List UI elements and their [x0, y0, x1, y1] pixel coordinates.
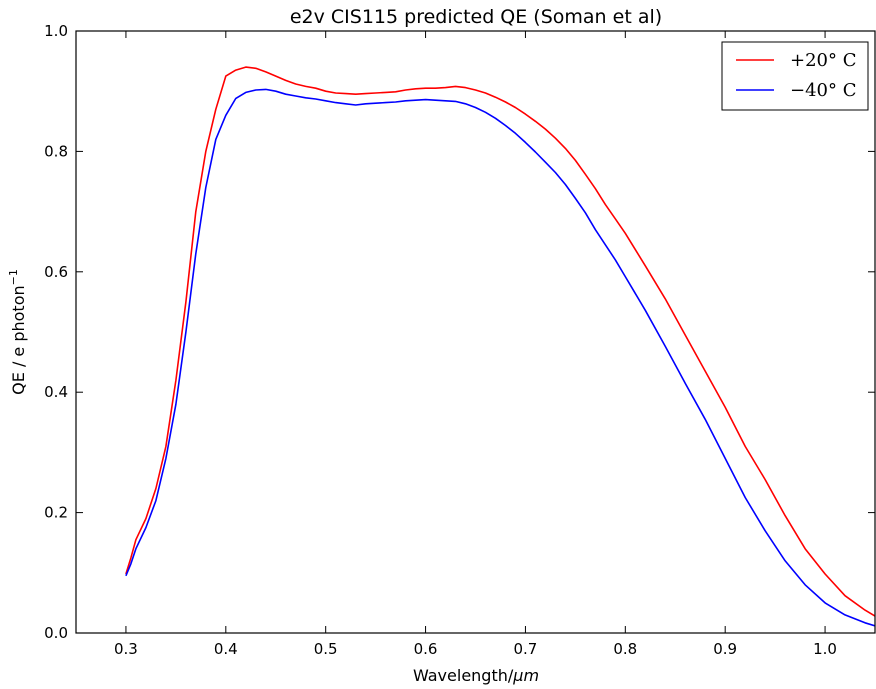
- chart-title: e2v CIS115 predicted QE (Soman et al): [290, 6, 662, 28]
- x-axis: 0.3 0.4 0.5 0.6 0.7 0.8 0.9 1.0: [114, 31, 837, 658]
- x-tick-label: 0.9: [713, 640, 737, 658]
- series-line-0: [125, 66, 875, 617]
- y-tick-label: 0.4: [44, 383, 68, 401]
- legend-label-0: +20° C: [790, 50, 856, 71]
- y-tick-label: 0.8: [44, 142, 68, 160]
- legend: +20° C −40° C: [721, 41, 869, 111]
- plot-frame: [75, 30, 876, 634]
- y-tick-label: 1.0: [44, 22, 68, 40]
- y-axis: 0.0 0.2 0.4 0.6 0.8 1.0: [44, 22, 875, 642]
- y-tick-label: 0.2: [44, 504, 68, 522]
- series-line-1: [125, 88, 875, 627]
- series-layer: [125, 66, 875, 627]
- y-tick-label: 0.0: [44, 624, 68, 642]
- x-tick-label: 0.5: [314, 640, 338, 658]
- x-tick-label: 0.4: [214, 640, 238, 658]
- x-tick-label: 0.8: [613, 640, 637, 658]
- y-axis-label-sup: −1: [7, 269, 20, 285]
- x-axis-label-text: Wavelength/: [413, 666, 514, 685]
- x-tick-label: 0.6: [414, 640, 438, 658]
- x-tick-label: 0.3: [114, 640, 138, 658]
- x-tick-label: 0.7: [514, 640, 538, 658]
- y-tick-label: 0.6: [44, 263, 68, 281]
- x-axis-label-unit: μm: [512, 666, 539, 685]
- legend-box: [721, 41, 869, 111]
- y-axis-label-text: QE / e photon: [9, 285, 28, 394]
- y-axis-label: QE / e photon−1: [7, 269, 28, 395]
- x-axis-label: Wavelength/μm: [413, 666, 539, 685]
- x-tick-label: 1.0: [813, 640, 837, 658]
- legend-label-1: −40° C: [790, 80, 856, 101]
